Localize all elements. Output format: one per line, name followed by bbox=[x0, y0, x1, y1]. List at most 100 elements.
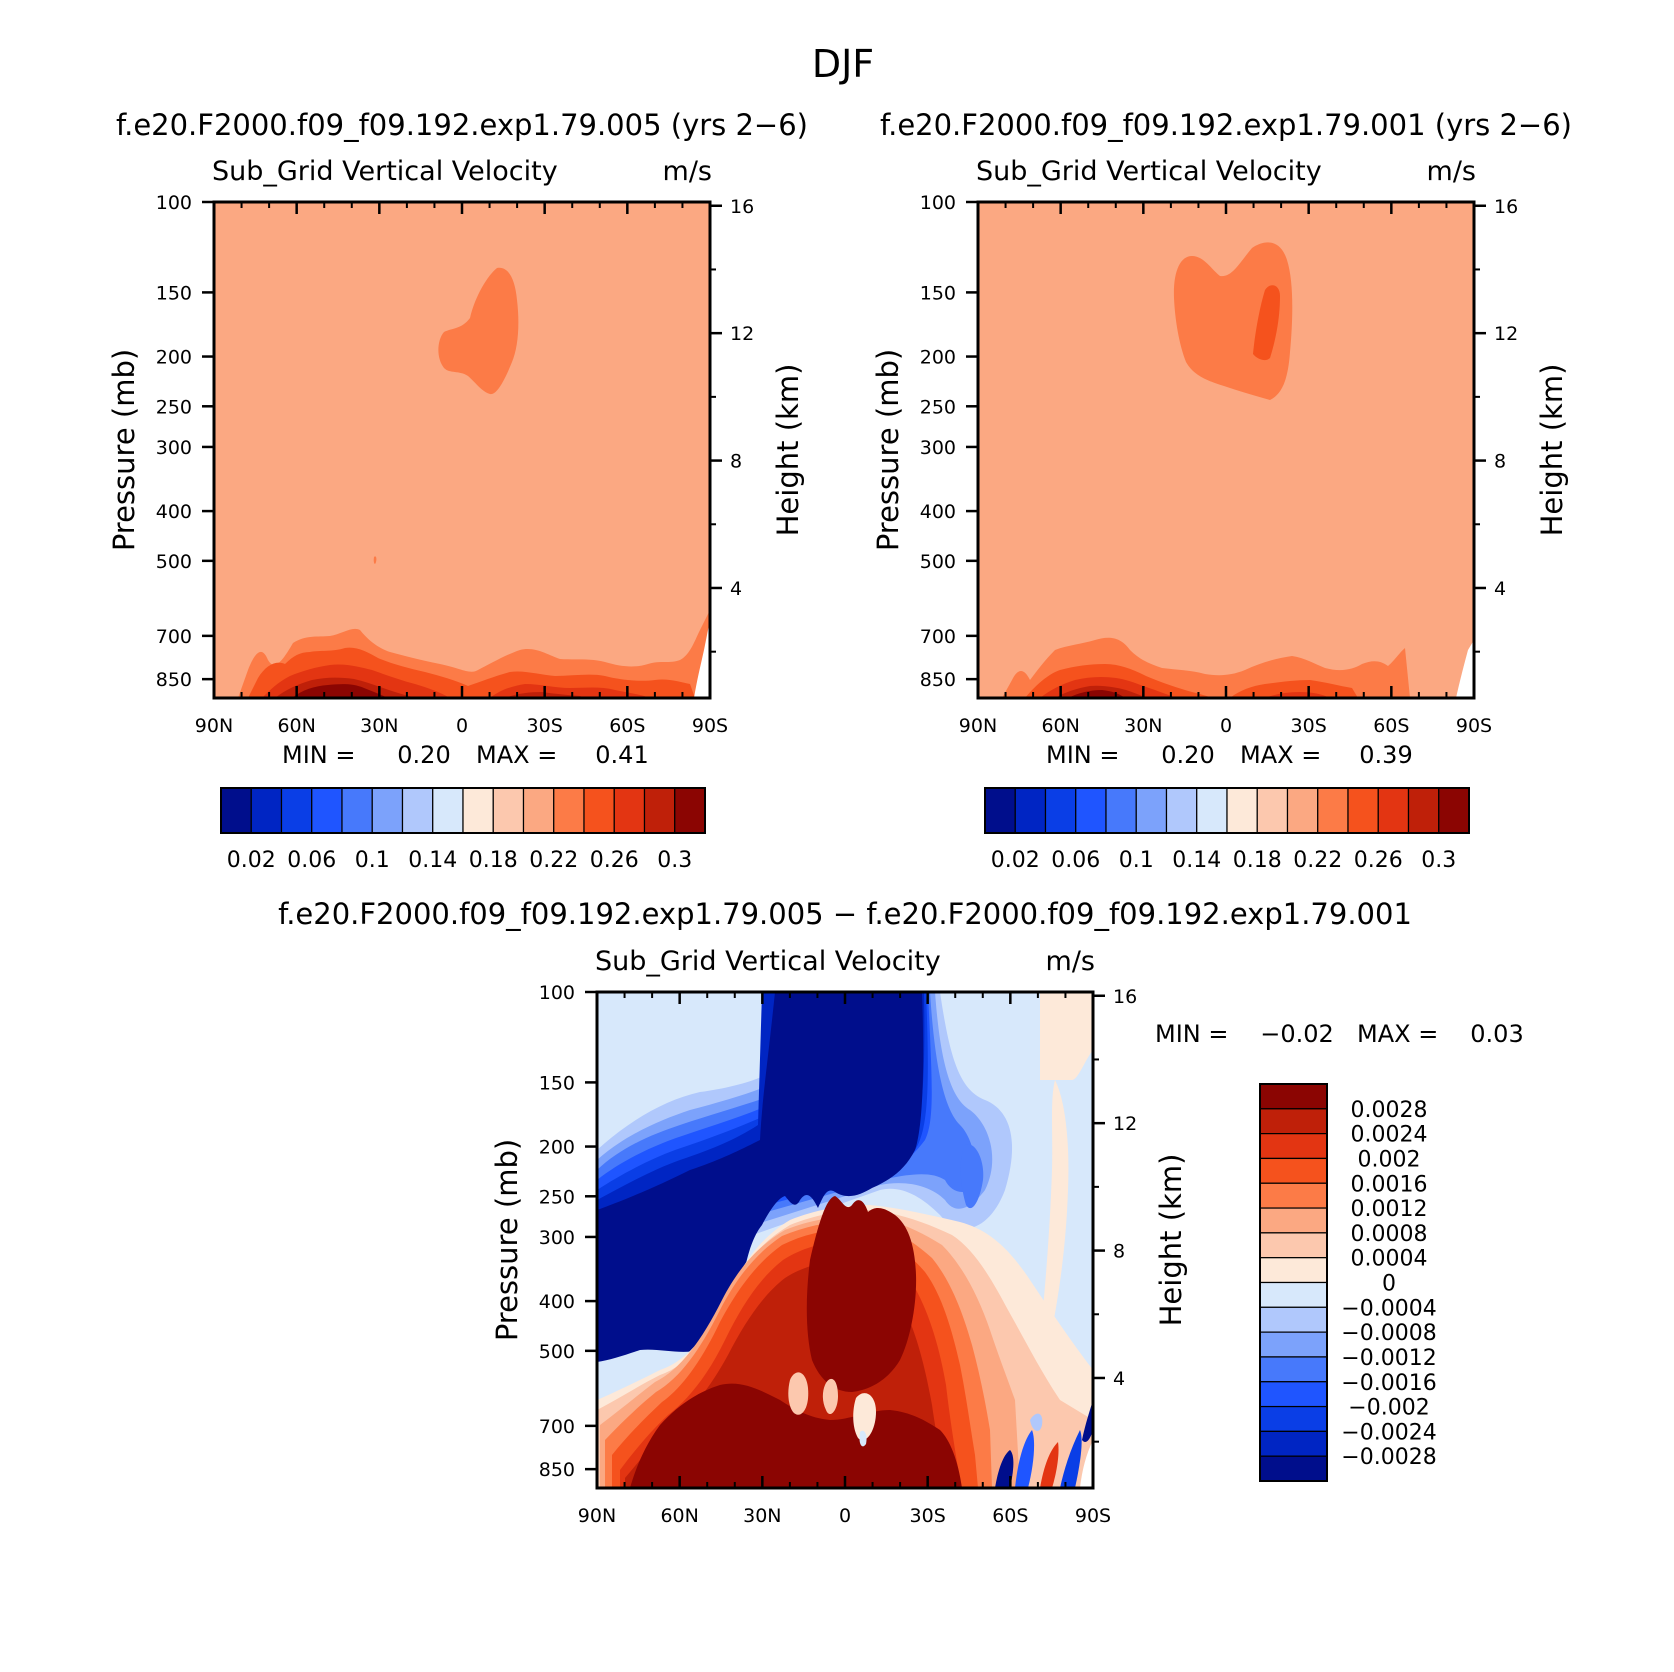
panel-1-colorbar-box bbox=[522, 787, 555, 834]
panel-1-subtitle-left: Sub_Grid Vertical Velocity bbox=[212, 156, 558, 187]
panel-3-missing-data-edge bbox=[1080, 1440, 1093, 1488]
panel-2-colorbar-box bbox=[1165, 787, 1198, 834]
panel-3-neg-patch-se bbox=[960, 1144, 984, 1209]
panel-3-colorbar-box bbox=[1259, 1430, 1328, 1457]
panel-1-colorbar-box bbox=[613, 787, 646, 834]
panel-1-colorbar-box bbox=[220, 787, 252, 834]
panel-3-x-tick-label: 60N bbox=[660, 1505, 698, 1527]
panel-3-max-label: MAX = bbox=[1357, 1020, 1438, 1048]
panel-1-upper-max-contour bbox=[438, 267, 519, 395]
panel-3-subtitle-left: Sub_Grid Vertical Velocity bbox=[595, 946, 941, 977]
panel-2-x-tick-label: 30N bbox=[1124, 715, 1162, 737]
panel-1-colorbar-label: 0.3 bbox=[657, 848, 692, 873]
panel-2-x-tick-label: 60S bbox=[1373, 715, 1409, 737]
panel-1-y-tick-label: 100 bbox=[156, 192, 192, 214]
panel-3-y-right-tick-label: 16 bbox=[1113, 986, 1137, 1008]
panel-3: f.e20.F2000.f09_f09.192.exp1.79.005 − f.… bbox=[278, 897, 1524, 1527]
panel-2-y-right-tick-label: 12 bbox=[1494, 323, 1518, 345]
panel-3-axes: 90N 60N 30N 0 30S 60S 90S 100 150 200 250 300 400 500… bbox=[490, 982, 1524, 1527]
panel-3-noise-5 bbox=[1082, 1400, 1093, 1442]
panel-1-colorbar-box bbox=[553, 787, 585, 834]
panel-3-colorbar-box bbox=[1259, 1281, 1328, 1308]
panel-2-colorbar-label: 0.1 bbox=[1119, 848, 1154, 873]
panel-3-colorbar-label: 0.0012 bbox=[1351, 1197, 1428, 1222]
panel-3-colorbar-label: 0.0004 bbox=[1351, 1247, 1428, 1272]
panel-3-colorbar-label: −0.0012 bbox=[1341, 1346, 1436, 1371]
panel-1-y-right-tick-label: 4 bbox=[730, 578, 742, 600]
panel-1-colorbar-label: 0.06 bbox=[287, 848, 336, 873]
panel-2-subtitle-left: Sub_Grid Vertical Velocity bbox=[976, 156, 1322, 187]
panel-3-plot-area bbox=[597, 992, 1093, 1488]
panel-2-colorbar-box bbox=[1286, 787, 1319, 834]
panel-3-y-tick-label: 100 bbox=[539, 982, 575, 1004]
panel-2-colorbar-box bbox=[1226, 787, 1258, 834]
panel-3-colorbar-box bbox=[1259, 1133, 1328, 1160]
panel-1-y-tick-label: 200 bbox=[156, 347, 192, 369]
panel-3-subtitle-right: m/s bbox=[1046, 946, 1095, 977]
panel-3-colorbar-box bbox=[1259, 1257, 1328, 1284]
panel-1-colorbar-frame bbox=[220, 787, 706, 834]
panel-3-colorbar-box bbox=[1259, 1455, 1328, 1482]
panel-3-colorbar-label: 0 bbox=[1382, 1272, 1396, 1297]
panel-3-noise-6 bbox=[1030, 1413, 1043, 1432]
panel-2-y-tick-label: 850 bbox=[920, 669, 956, 691]
panel-2: f.e20.F2000.f09_f09.192.exp1.79.001 (yrs… bbox=[871, 108, 1572, 873]
panel-2-x-tick-label: 30S bbox=[1291, 715, 1327, 737]
panel-1-y-right-tick-label: 16 bbox=[730, 196, 754, 218]
panel-2-colorbar-box bbox=[1407, 787, 1440, 834]
panel-1-x-tick-label: 90N bbox=[195, 715, 233, 737]
panel-3-y-right-tick-label: 4 bbox=[1113, 1368, 1125, 1390]
panel-1-speck bbox=[373, 556, 377, 564]
panel-3-noise-1 bbox=[995, 1450, 1014, 1488]
panel-2-x-tick-label: 60N bbox=[1041, 715, 1079, 737]
panel-3-x-tick-label: 90N bbox=[578, 1505, 616, 1527]
panel-3-y-tick-label: 700 bbox=[539, 1416, 575, 1438]
panel-2-colorbar-label: 0.3 bbox=[1421, 848, 1456, 873]
panel-3-x-tick-label: 30N bbox=[743, 1505, 781, 1527]
panel-1-colorbar-label: 0.1 bbox=[355, 848, 390, 873]
panel-1-axes: 90N 60N 30N 0 30S 60S 90S 100 150 200 250 300 400 500… bbox=[107, 192, 805, 873]
panel-1-x-tick-label: 30N bbox=[360, 715, 398, 737]
panel-1-colorbar-label: 0.14 bbox=[408, 848, 457, 873]
panel-1-colorbar-label: 0.02 bbox=[227, 848, 276, 873]
panel-3-colorbar-label: −0.0004 bbox=[1341, 1296, 1436, 1321]
panel-2-colorbar-box bbox=[1347, 787, 1379, 834]
panel-2-axes: 90N 60N 30N 0 30S 60S 90S 100 150 200 250 300 400 500… bbox=[871, 192, 1569, 873]
panel-2-x-tick-label: 90S bbox=[1456, 715, 1492, 737]
panel-1-plot-area bbox=[214, 202, 710, 698]
panel-1-y-axis-label: Pressure (mb) bbox=[107, 349, 141, 551]
panel-3-colorbar-box bbox=[1259, 1083, 1328, 1110]
panel-3-y-right-axis-label: Height (km) bbox=[1154, 1154, 1188, 1327]
panel-3-colorbar-label: −0.0008 bbox=[1341, 1321, 1436, 1346]
panel-3-y-tick-label: 400 bbox=[539, 1291, 575, 1313]
panel-1-y-right-axis-label: Height (km) bbox=[771, 364, 805, 537]
panel-2-y-tick-label: 300 bbox=[920, 437, 956, 459]
panel-1-colorbar-box bbox=[492, 787, 525, 834]
panel-3-min-value: −0.02 bbox=[1260, 1020, 1334, 1048]
panel-2-y-tick-label: 150 bbox=[920, 282, 956, 304]
panel-1-x-tick-label: 30S bbox=[527, 715, 563, 737]
panel-3-colorbar-box bbox=[1259, 1182, 1328, 1209]
panel-3-x-tick-label: 60S bbox=[992, 1505, 1028, 1527]
panel-1-y-tick-label: 150 bbox=[156, 282, 192, 304]
panel-1-colorbar-box bbox=[311, 787, 343, 834]
panel-3-max-value: 0.03 bbox=[1470, 1020, 1523, 1048]
panel-2-x-tick-label: 90N bbox=[959, 715, 997, 737]
panel-1-y-tick-label: 400 bbox=[156, 501, 192, 523]
panel-3-colorbar-box bbox=[1259, 1306, 1328, 1333]
panel-2-max-label: MAX = bbox=[1240, 741, 1321, 769]
panel-3-light-blob-1 bbox=[788, 1372, 809, 1415]
panel-2-colorbar-label: 0.14 bbox=[1172, 848, 1221, 873]
panel-1-x-tick-label: 90S bbox=[692, 715, 728, 737]
panel-2-max-value: 0.39 bbox=[1359, 741, 1412, 769]
panel-2-y-right-tick-label: 8 bbox=[1494, 451, 1506, 473]
panel-3-y-right-tick-label: 12 bbox=[1113, 1113, 1137, 1135]
panel-2-y-axis-label: Pressure (mb) bbox=[871, 349, 905, 551]
figure-title: DJF bbox=[812, 42, 874, 86]
panel-2-y-tick-label: 400 bbox=[920, 501, 956, 523]
panel-3-light-blob-4 bbox=[859, 1430, 867, 1447]
panel-1-bl-contour-5 bbox=[292, 684, 388, 698]
panel-2-colorbar-frame bbox=[984, 787, 1470, 834]
panel-3-colorbar-label: −0.002 bbox=[1348, 1396, 1429, 1421]
panel-2-colorbar-box bbox=[1014, 787, 1047, 834]
